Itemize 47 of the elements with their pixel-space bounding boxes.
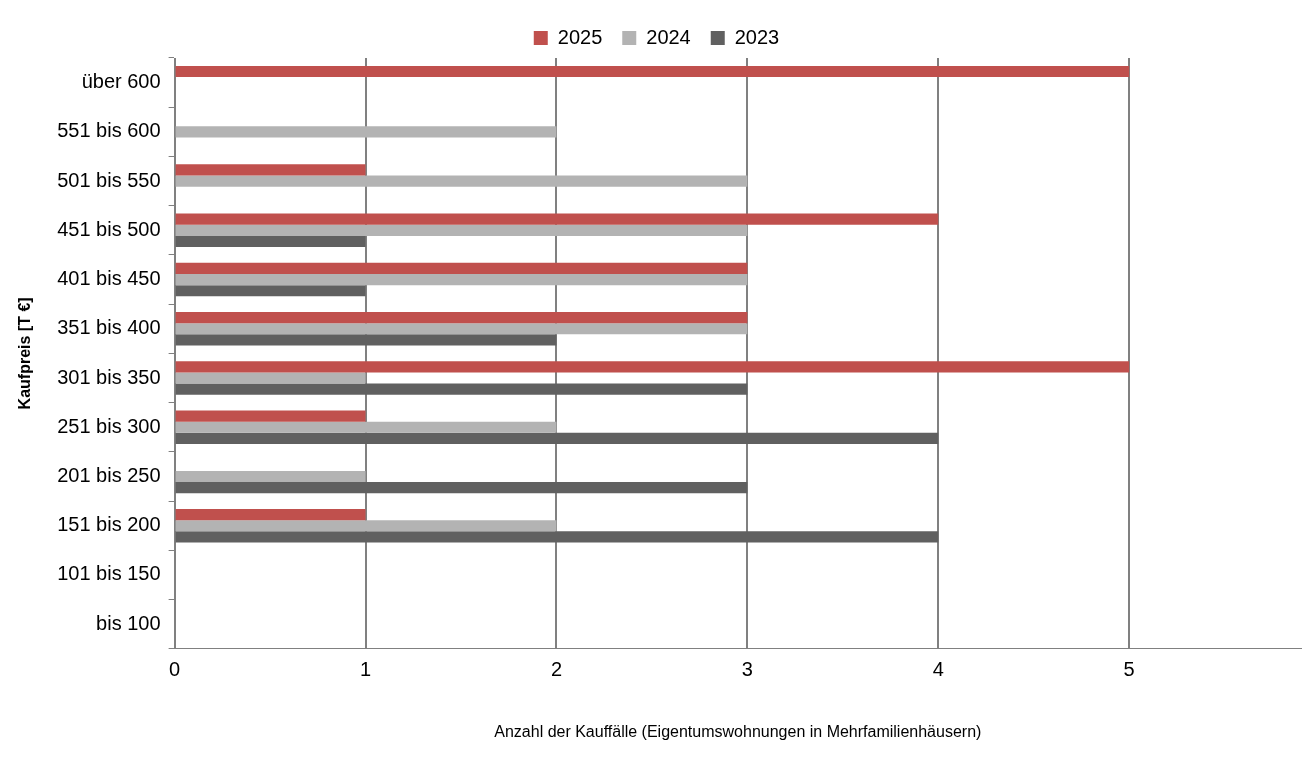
bar [175,334,557,346]
y-tick-label: 351 bis 400 [57,316,161,339]
bar [175,235,366,248]
bar [175,164,366,176]
bar [175,65,1130,78]
y-tick-label: 151 bis 200 [57,513,161,536]
legend-label: 2023 [734,25,780,48]
bar [175,520,557,532]
bar [175,432,939,444]
bar [175,361,1130,373]
y-tick-label: 451 bis 500 [57,217,161,240]
bar [175,531,939,543]
bar [175,312,748,324]
bar [175,273,748,286]
bar [175,372,366,384]
bar [175,213,939,225]
y-axis-title: Kaufpreis [T €] [16,297,34,410]
legend-label: 2025 [557,25,603,48]
legend-label: 2024 [646,25,691,48]
bar [175,224,748,236]
y-tick-label: bis 100 [96,611,161,634]
y-tick-label: 501 bis 550 [57,168,161,191]
y-tick-label: 101 bis 150 [57,562,161,585]
x-axis-title: Anzahl der Kauffälle (Eigentumswohnungen in Mehrfamilienhäusern) [494,722,982,740]
bar [175,383,748,395]
x-tick-label: 1 [359,658,372,681]
bar [175,262,748,274]
bar [175,175,748,187]
y-tick-label: 301 bis 350 [57,365,161,388]
x-tick-label: 3 [741,658,753,681]
y-tick-label: 551 bis 600 [57,119,161,142]
bar [175,470,366,483]
x-tick-label: 2 [550,658,562,681]
bar [175,285,366,297]
y-tick-label: 201 bis 250 [57,464,161,486]
y-tick-label: 401 bis 450 [57,267,161,290]
x-tick-label: 0 [169,658,181,681]
x-tick-label: 5 [1123,658,1135,681]
bar [175,323,748,335]
bar [175,126,557,138]
y-tick-label: über 600 [81,70,161,93]
bar [175,421,557,433]
y-tick-label: 251 bis 300 [57,414,161,437]
bar [175,508,366,521]
bar [175,410,366,422]
bar [175,482,748,494]
x-tick-label: 4 [932,658,944,681]
